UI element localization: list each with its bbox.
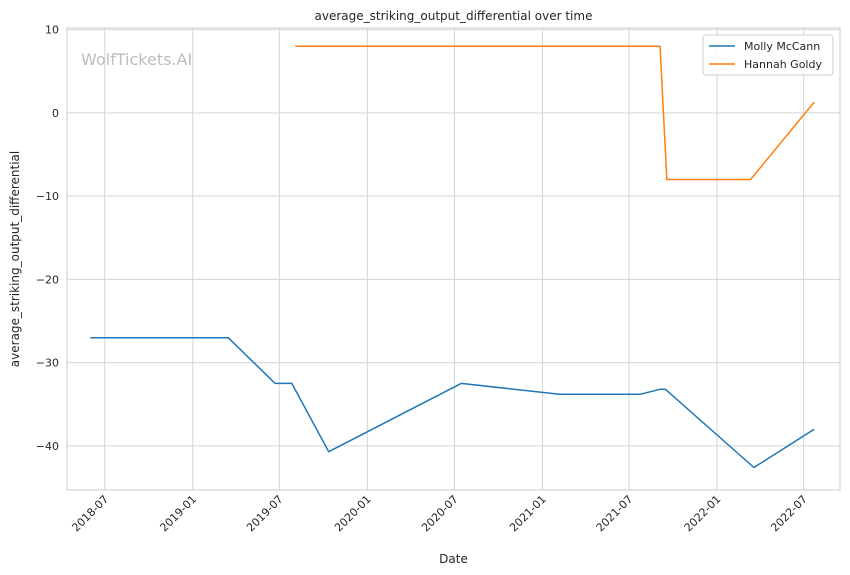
grid [67,28,840,490]
y-tick-label: −20 [36,273,59,286]
x-tick-label: 2019-01 [157,493,199,535]
series-line-2 [295,45,815,181]
y-tick-label: −10 [36,190,59,203]
y-tick-label: −30 [36,357,59,370]
series-layer [90,45,815,469]
x-axis-label: Date [439,552,468,566]
watermark-text: WolfTickets.AI [81,50,192,69]
series-line-1 [90,336,815,469]
x-tick-label: 2022-07 [768,493,810,535]
y-tick-label: 0 [52,107,59,120]
x-tick-label: 2021-01 [507,493,549,535]
x-tick-label: 2021-07 [594,493,636,535]
x-tick-label: 2022-01 [682,493,724,535]
x-tick-label: 2019-07 [244,493,286,535]
legend-box [702,34,834,76]
legend-label: Hannah Goldy [744,58,822,71]
y-axis-label: average_striking_output_differential [8,151,22,367]
y-tick-label: 10 [45,24,59,37]
legend-label: Molly McCann [744,40,820,53]
x-tick-label: 2020-07 [419,493,461,535]
x-tick-label: 2020-01 [332,493,374,535]
y-tick-label: −40 [36,440,59,453]
legend: Molly McCann Hannah Goldy [702,34,834,76]
chart-title: average_striking_output_differential ove… [315,9,593,23]
x-tick-label: 2018-07 [69,493,111,535]
plot-area [66,27,841,491]
